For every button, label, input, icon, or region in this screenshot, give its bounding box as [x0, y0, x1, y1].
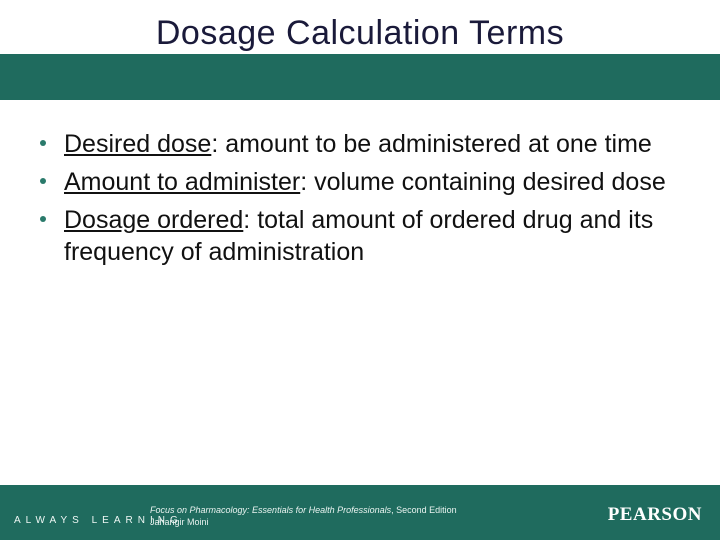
- slide: Dosage Calculation Terms Desired dose: a…: [0, 0, 720, 540]
- bullet-dot-icon: [40, 216, 46, 222]
- bullet-dot-icon: [40, 140, 46, 146]
- bullet-item: Amount to administer: volume containing …: [36, 166, 676, 198]
- footer-citation: Focus on Pharmacology: Essentials for He…: [150, 504, 457, 528]
- bullet-term: Desired dose: [64, 130, 211, 158]
- footer-edition: , Second Edition: [391, 505, 457, 515]
- slide-title: Dosage Calculation Terms: [0, 14, 720, 53]
- footer-publisher-logo: PEARSON: [608, 504, 702, 526]
- footer-author: Jahangir Moini: [150, 516, 457, 528]
- content-area: Desired dose: amount to be administered …: [36, 128, 676, 274]
- footer-book-title: Focus on Pharmacology: Essentials for He…: [150, 505, 391, 515]
- bullet-definition: : volume containing desired dose: [300, 168, 666, 196]
- bullet-term: Amount to administer: [64, 168, 300, 196]
- bullet-item: Desired dose: amount to be administered …: [36, 128, 676, 160]
- footer-band: ALWAYS LEARNING Focus on Pharmacology: E…: [0, 485, 720, 540]
- bullet-dot-icon: [40, 178, 46, 184]
- bullet-item: Dosage ordered: total amount of ordered …: [36, 204, 676, 268]
- title-band: [0, 54, 720, 100]
- bullet-definition: : amount to be administered at one time: [211, 130, 652, 158]
- bullet-term: Dosage ordered: [64, 206, 243, 234]
